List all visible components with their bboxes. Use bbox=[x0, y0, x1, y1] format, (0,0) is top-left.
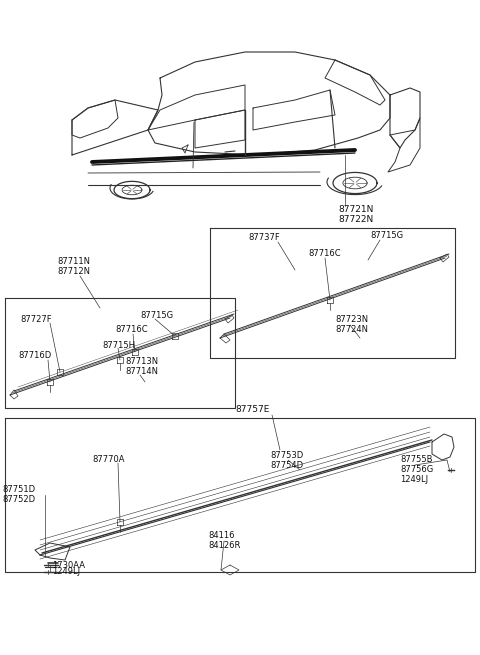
Text: 1249LJ: 1249LJ bbox=[400, 476, 428, 485]
Text: 87716C: 87716C bbox=[308, 250, 341, 259]
Text: 87756G: 87756G bbox=[400, 466, 433, 474]
Text: 87753D: 87753D bbox=[270, 451, 303, 460]
Text: 87754D: 87754D bbox=[270, 460, 303, 470]
Text: 87711N: 87711N bbox=[57, 257, 90, 267]
Text: 87755B: 87755B bbox=[400, 455, 432, 464]
Text: 87714N: 87714N bbox=[125, 367, 158, 377]
Text: 84126R: 84126R bbox=[208, 542, 240, 550]
Text: 87752D: 87752D bbox=[2, 495, 35, 504]
Text: 1249LJ: 1249LJ bbox=[52, 567, 80, 576]
Text: 87715H: 87715H bbox=[102, 341, 135, 350]
Text: 87757E: 87757E bbox=[235, 405, 269, 415]
Text: 87715G: 87715G bbox=[140, 310, 173, 320]
Text: 87716D: 87716D bbox=[18, 352, 51, 360]
Text: 87727F: 87727F bbox=[20, 316, 52, 324]
Text: 87716C: 87716C bbox=[115, 326, 148, 335]
Text: 87751D: 87751D bbox=[2, 485, 35, 495]
Text: 87723N: 87723N bbox=[335, 316, 368, 324]
Text: 87712N: 87712N bbox=[57, 267, 90, 276]
Text: 87713N: 87713N bbox=[125, 358, 158, 367]
Text: 87724N: 87724N bbox=[335, 326, 368, 335]
Text: 87770A: 87770A bbox=[92, 455, 124, 464]
Text: 87737F: 87737F bbox=[248, 233, 280, 242]
Text: 84116: 84116 bbox=[208, 531, 235, 540]
Text: 87722N: 87722N bbox=[338, 215, 373, 225]
Text: 87721N: 87721N bbox=[338, 206, 373, 214]
Text: 87715G: 87715G bbox=[370, 231, 403, 240]
Text: 1730AA: 1730AA bbox=[52, 561, 85, 569]
